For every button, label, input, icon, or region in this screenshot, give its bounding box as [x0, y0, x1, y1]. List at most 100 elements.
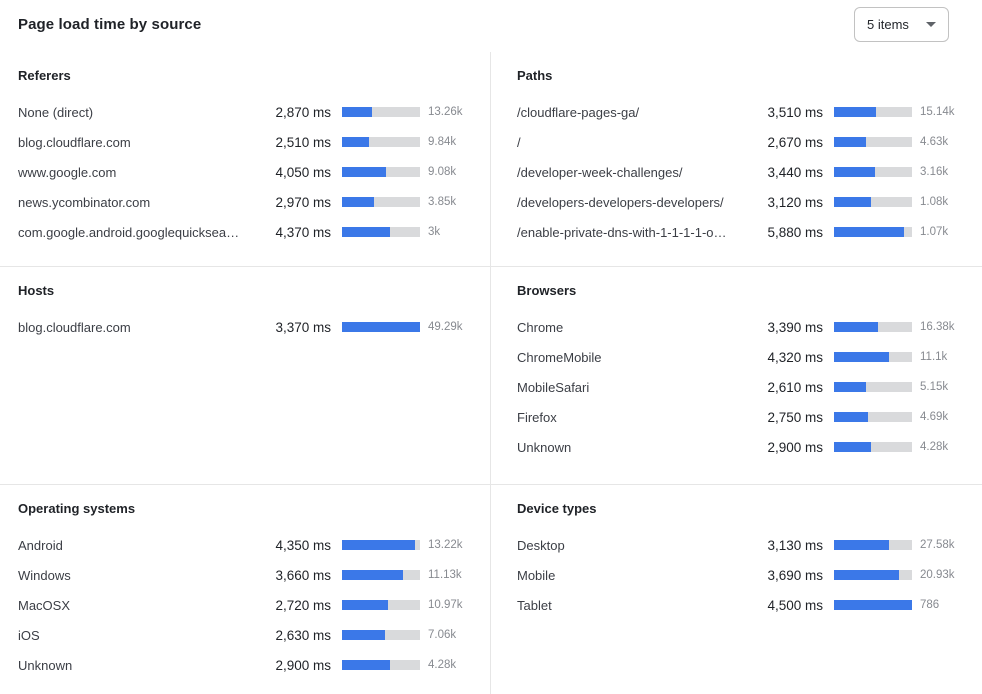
bar-fill — [342, 600, 389, 610]
chart-row: Unknown 2,900 ms 4.28k — [517, 432, 966, 462]
section-title: Hosts — [18, 283, 55, 298]
row-count: 4.28k — [428, 659, 457, 671]
bar-track — [834, 570, 912, 580]
bar-fill — [342, 630, 385, 640]
bar-track — [342, 227, 420, 237]
row-label: Desktop — [517, 537, 565, 553]
bar-track — [342, 540, 420, 550]
row-count: 10.97k — [428, 599, 463, 611]
section-browsers: Browsers Chrome 3,390 ms 16.38k ChromeMobil… — [491, 267, 982, 485]
section-title: Device types — [517, 501, 597, 516]
section-referers: Referers None (direct) 2,870 ms 13.26k blog… — [0, 52, 491, 267]
row-label: Android — [18, 537, 63, 553]
row-value-ms: 3,390 ms — [767, 319, 823, 335]
bar-track — [342, 107, 420, 117]
chart-row: MacOSX 2,720 ms 10.97k — [18, 590, 474, 620]
row-value-ms: 3,440 ms — [767, 164, 823, 180]
row-count: 7.06k — [428, 629, 457, 641]
bar-fill — [834, 107, 877, 117]
row-count: 3.16k — [920, 166, 949, 178]
section-title: Browsers — [517, 283, 577, 298]
bar-fill — [342, 322, 420, 332]
row-label: Unknown — [18, 657, 73, 673]
chart-row: blog.cloudflare.com 2,510 ms 9.84k — [18, 127, 474, 157]
bar-track — [342, 167, 420, 177]
sections-grid: Referers None (direct) 2,870 ms 13.26k blog… — [0, 52, 982, 694]
chart-row: Windows 3,660 ms 11.13k — [18, 560, 474, 590]
row-count: 27.58k — [920, 539, 955, 551]
row-label: www.google.com — [18, 164, 117, 180]
bar-track — [342, 137, 420, 147]
row-label: None (direct) — [18, 104, 94, 120]
row-value-ms: 2,630 ms — [275, 627, 331, 643]
section-hosts: Hosts blog.cloudflare.com 3,370 ms 49.29k — [0, 267, 491, 485]
row-value-ms: 3,690 ms — [767, 567, 823, 583]
row-label: MobileSafari — [517, 379, 590, 395]
bar-fill — [834, 322, 878, 332]
row-count: 15.14k — [920, 106, 955, 118]
bar-fill — [834, 442, 872, 452]
row-count: 3.85k — [428, 196, 457, 208]
section-title: Operating systems — [18, 501, 136, 516]
row-label: Windows — [18, 567, 71, 583]
bar-fill — [342, 197, 374, 207]
row-count: 9.84k — [428, 136, 457, 148]
items-count-value: 5 items — [867, 16, 909, 32]
chart-row: /enable-private-dns-with-1-1-1-1-on-… 5,8… — [517, 217, 966, 247]
bar-track — [834, 137, 912, 147]
row-count: 786 — [920, 599, 940, 611]
row-value-ms: 3,510 ms — [767, 104, 823, 120]
bar-track — [342, 322, 420, 332]
page-title: Page load time by source — [18, 15, 202, 33]
row-count: 11.1k — [920, 351, 948, 363]
chart-row: Chrome 3,390 ms 16.38k — [517, 312, 966, 342]
bar-fill — [834, 600, 912, 610]
items-count-dropdown[interactable]: 5 items — [854, 6, 949, 42]
row-count: 13.22k — [428, 539, 463, 551]
section-title: Paths — [517, 68, 553, 83]
bar-fill — [834, 352, 890, 362]
row-label: blog.cloudflare.com — [18, 319, 131, 335]
row-count: 4.63k — [920, 136, 949, 148]
chart-row: iOS 2,630 ms 7.06k — [18, 620, 474, 650]
row-count: 11.13k — [428, 569, 462, 581]
chart-row: /developers-developers-developers/3,120 … — [517, 187, 966, 217]
row-count: 20.93k — [920, 569, 955, 581]
row-value-ms: 4,320 ms — [767, 349, 823, 365]
row-label: ChromeMobile — [517, 349, 602, 365]
card-header: Page load time by source 5 items — [0, 0, 982, 52]
bar-fill — [834, 227, 905, 237]
bar-track — [342, 197, 420, 207]
chart-row: /cloudflare-pages-ga/3,510 ms 15.14k — [517, 97, 966, 127]
bar-track — [834, 382, 912, 392]
section-rows: Chrome 3,390 ms 16.38k ChromeMobile 4,320 ms… — [517, 312, 966, 462]
row-value-ms: 4,370 ms — [275, 224, 331, 240]
bar-fill — [342, 107, 373, 117]
row-count: 4.69k — [920, 411, 949, 423]
bar-track — [834, 322, 912, 332]
row-value-ms: 2,750 ms — [767, 409, 823, 425]
row-count: 1.08k — [920, 196, 949, 208]
row-value-ms: 5,880 ms — [767, 224, 823, 240]
bar-track — [342, 600, 420, 610]
row-label: Tablet — [517, 597, 552, 613]
row-label: Chrome — [517, 319, 564, 335]
row-value-ms: 2,900 ms — [275, 657, 331, 673]
bar-fill — [342, 540, 416, 550]
bar-fill — [834, 137, 866, 147]
row-value-ms: 4,050 ms — [275, 164, 331, 180]
bar-fill — [834, 570, 899, 580]
row-count: 1.07k — [920, 226, 949, 238]
row-label: com.google.android.googlequicksearc… — [18, 224, 241, 240]
chart-row: com.google.android.googlequicksearc… 4,37… — [18, 217, 474, 247]
chart-row: / 2,670 ms 4.63k — [517, 127, 966, 157]
row-label: /enable-private-dns-with-1-1-1-1-on-… — [517, 224, 733, 240]
row-label: Unknown — [517, 439, 572, 455]
bar-track — [834, 352, 912, 362]
bar-track — [834, 167, 912, 177]
row-label: Mobile — [517, 567, 556, 583]
row-label: /developers-developers-developers/ — [517, 194, 724, 210]
row-value-ms: 2,870 ms — [275, 104, 331, 120]
bar-fill — [834, 167, 876, 177]
